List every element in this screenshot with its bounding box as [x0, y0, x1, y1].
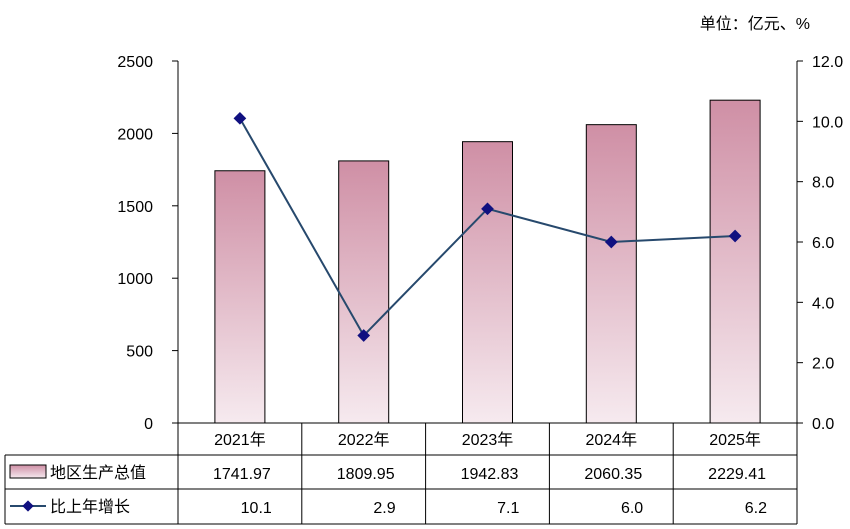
- growth-point-marker: [233, 111, 247, 125]
- y-left-tick-label: 2500: [117, 54, 153, 71]
- x-tick-label: 2024年: [585, 431, 637, 449]
- y-right-tick-label: 12.0: [812, 54, 843, 71]
- gdp-value-label: 1942.83: [461, 466, 519, 483]
- legend-growth-label: 比上年增长: [50, 498, 130, 516]
- growth-value-label: 10.1: [241, 500, 272, 517]
- gdp-value-label: 1741.97: [213, 466, 271, 483]
- legend-gdp-label: 地区生产总值: [50, 464, 146, 482]
- y-right-tick-label: 10.0: [812, 114, 843, 131]
- legend-bar-swatch: [9, 464, 47, 479]
- bar: [709, 99, 761, 424]
- unit-label: 单位：亿元、%: [699, 16, 810, 33]
- bar: [214, 170, 266, 424]
- legend-line-marker: [22, 500, 34, 512]
- gdp-value-label: 1809.95: [337, 466, 395, 483]
- y-left-tick-label: 1000: [117, 271, 153, 288]
- x-tick-label: 2022年: [338, 431, 390, 449]
- y-right-tick-label: 8.0: [812, 175, 834, 192]
- y-right-tick-label: 4.0: [812, 295, 834, 312]
- gdp-value-label: 2060.35: [584, 466, 642, 483]
- bar: [585, 124, 637, 424]
- growth-point-marker: [481, 202, 494, 216]
- x-tick-label: 2023年: [462, 431, 514, 449]
- growth-value-label: 2.9: [373, 500, 395, 517]
- x-tick-label: 2021年: [214, 431, 266, 449]
- growth-value-label: 7.1: [497, 500, 519, 517]
- bar: [338, 160, 390, 424]
- growth-value-label: 6.0: [621, 500, 643, 517]
- y-left-tick-label: 1500: [117, 199, 153, 216]
- gdp-value-label: 2229.41: [708, 466, 766, 483]
- x-tick-label: 2025年: [709, 431, 761, 449]
- y-left-tick-label: 0: [144, 416, 153, 433]
- bar: [462, 141, 513, 424]
- y-right-tick-label: 0.0: [812, 416, 834, 433]
- growth-value-label: 6.2: [745, 500, 767, 517]
- y-left-tick-label: 500: [126, 344, 153, 361]
- y-left-tick-label: 2000: [117, 126, 153, 143]
- y-right-tick-label: 6.0: [812, 235, 834, 252]
- growth-point-marker: [357, 329, 371, 342]
- y-right-tick-label: 2.0: [812, 356, 834, 373]
